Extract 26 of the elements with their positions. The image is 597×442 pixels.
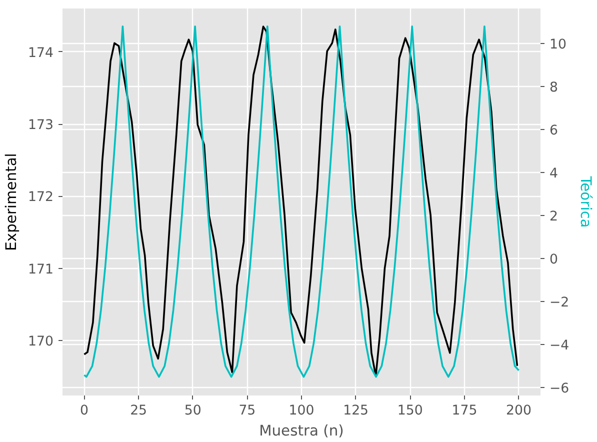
x-tick-label: 25 [130, 404, 148, 418]
x-tick-label: 150 [397, 404, 423, 418]
y2-tick-label: 0 [550, 252, 558, 268]
x-tick-label: 175 [452, 404, 478, 418]
x-tick-label: 75 [238, 404, 256, 418]
y-tick-label: 174 [28, 46, 54, 61]
y-tick-label: 171 [28, 262, 54, 278]
x-axis-title: Muestra (n) [259, 422, 344, 440]
y2-tick-label: 2 [550, 210, 558, 225]
x-tick-label: 200 [506, 404, 532, 418]
y2-tick-label: 10 [550, 38, 566, 53]
x-tick-label: 0 [80, 404, 88, 418]
y2-axis-title: Teórica [577, 175, 594, 228]
y-tick-label: 170 [28, 334, 54, 350]
y2-tick-label: 4 [550, 166, 558, 182]
y2-tick-label: −6 [550, 382, 570, 397]
x-tick-label: 125 [343, 404, 369, 418]
x-tick-label: 100 [288, 404, 314, 418]
x-tick-label: 50 [184, 404, 202, 418]
y2-tick-label: −2 [550, 296, 570, 311]
y2-tick-label: 8 [550, 80, 558, 96]
y2-tick-label: −4 [550, 338, 570, 354]
y-tick-label: 173 [28, 118, 54, 134]
y-axis-title: Experimental [3, 153, 20, 251]
y2-tick-label: 6 [550, 124, 558, 139]
y-tick-label: 172 [28, 190, 54, 206]
